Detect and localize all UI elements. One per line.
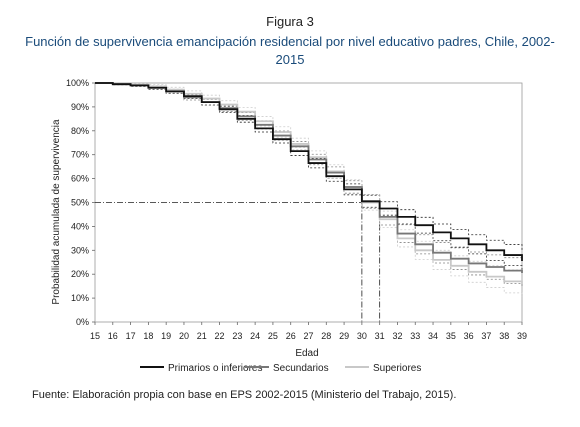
x-tick-label: 19 xyxy=(161,331,171,341)
x-tick-label: 23 xyxy=(232,331,242,341)
series-line xyxy=(95,82,523,274)
x-tick-label: 29 xyxy=(339,331,349,341)
x-tick-label: 34 xyxy=(428,331,438,341)
series-line xyxy=(95,82,523,284)
x-tick-label: 25 xyxy=(268,331,278,341)
x-tick-label: 18 xyxy=(143,331,153,341)
y-axis-title: Probabilidad acumulada de supervivencia xyxy=(51,119,62,305)
x-tick-label: 16 xyxy=(108,331,118,341)
confidence-bands xyxy=(95,82,523,297)
y-tick-label: 60% xyxy=(71,174,89,184)
x-tick-label: 24 xyxy=(250,331,260,341)
series-lines xyxy=(95,82,523,284)
legend-label: Superiores xyxy=(373,363,421,374)
legend-label: Secundarios xyxy=(273,363,329,374)
y-tick-label: 50% xyxy=(71,198,89,208)
y-tick-label: 10% xyxy=(71,293,89,303)
figure-title: Función de supervivencia emancipación re… xyxy=(25,34,555,67)
confidence-line xyxy=(95,82,523,297)
series-line xyxy=(95,82,523,262)
y-tick-label: 40% xyxy=(71,221,89,231)
x-tick-label: 36 xyxy=(464,331,474,341)
legend: Primarios o inferiores Secundarios Superio… xyxy=(140,363,421,374)
x-tick-label: 20 xyxy=(179,331,189,341)
x-tick-label: 27 xyxy=(303,331,313,341)
x-tick-label: 17 xyxy=(126,331,136,341)
y-axis: 0% 10% 20% 30% 40% 50% 60% 70% 80% 90% 100% xyxy=(66,78,95,327)
confidence-line xyxy=(95,82,523,260)
y-tick-label: 20% xyxy=(71,269,89,279)
y-tick-label: 0% xyxy=(76,317,89,327)
x-tick-label: 26 xyxy=(286,331,296,341)
confidence-line xyxy=(95,82,523,273)
x-tick-label: 32 xyxy=(392,331,402,341)
x-tick-label: 30 xyxy=(357,331,367,341)
x-axis: 15 16 17 18 19 20 21 22 23 24 25 26 27 28 29 30 31 32 33 34… xyxy=(90,322,527,341)
y-tick-label: 80% xyxy=(71,126,89,136)
x-tick-label: 38 xyxy=(499,331,509,341)
figure-label: Figura 3 xyxy=(266,14,314,29)
y-tick-label: 90% xyxy=(71,102,89,112)
source-note: Fuente: Elaboración propia con base en E… xyxy=(32,389,457,401)
x-tick-label: 31 xyxy=(375,331,385,341)
x-tick-label: 15 xyxy=(90,331,100,341)
y-tick-label: 100% xyxy=(66,78,89,88)
x-tick-label: 37 xyxy=(481,331,491,341)
x-tick-label: 22 xyxy=(215,331,225,341)
confidence-line xyxy=(95,82,523,272)
x-tick-label: 39 xyxy=(517,331,527,341)
x-axis-title: Edad xyxy=(295,348,318,359)
reference-lines xyxy=(95,202,381,322)
legend-label: Primarios o inferiores xyxy=(168,363,262,374)
x-tick-label: 28 xyxy=(321,331,331,341)
y-tick-label: 70% xyxy=(71,150,89,160)
confidence-line xyxy=(95,82,523,287)
y-tick-label: 30% xyxy=(71,245,89,255)
x-tick-label: 21 xyxy=(197,331,207,341)
x-tick-label: 33 xyxy=(410,331,420,341)
x-tick-label: 35 xyxy=(446,331,456,341)
